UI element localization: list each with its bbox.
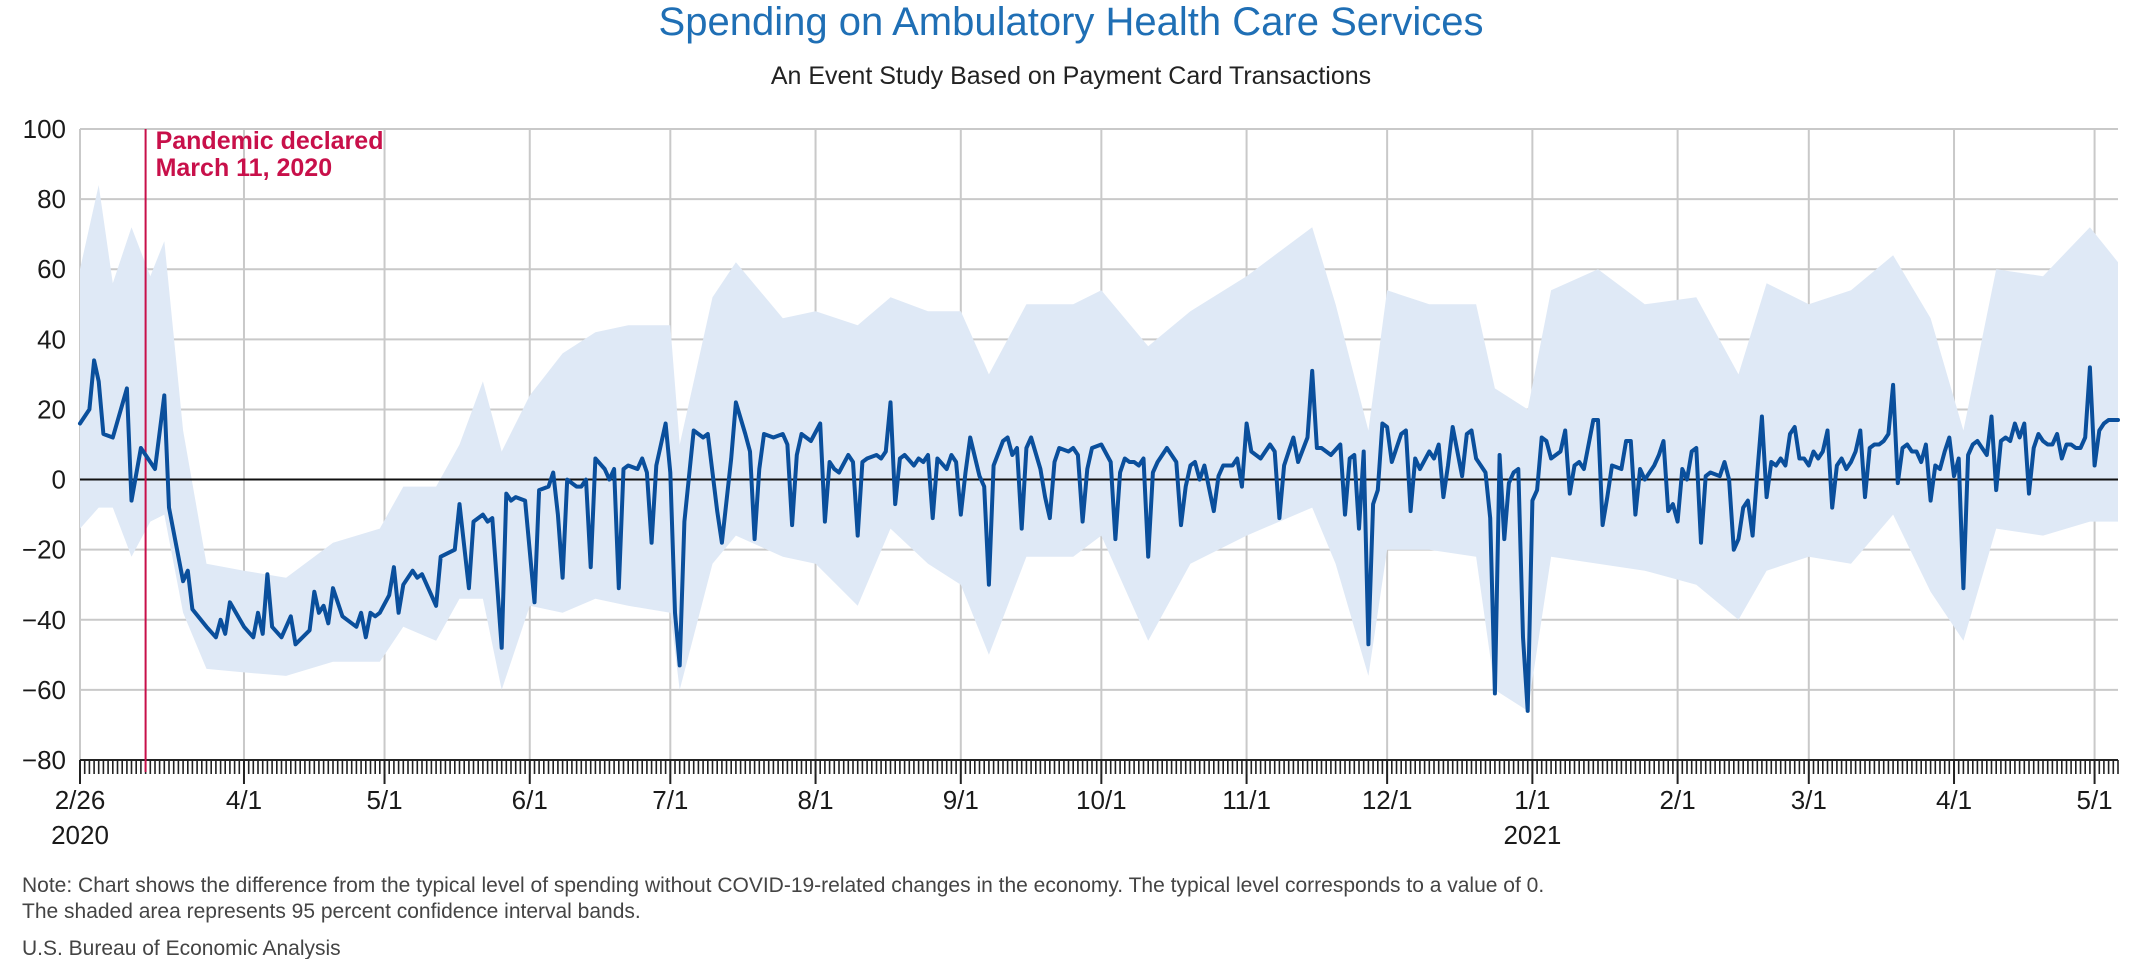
x-tick-label: 11/1 [1222,785,1271,815]
chart-subtitle: An Event Study Based on Payment Card Tra… [771,62,1371,90]
footer-note-line2: The shaded area represents 95 percent co… [22,900,641,923]
y-tick-label: 0 [52,465,66,495]
x-tick-year: 2021 [1503,820,1561,850]
x-tick-year: 2020 [51,820,109,850]
x-tick-label: 12/1 [1362,785,1413,815]
footer-source: U.S. Bureau of Economic Analysis [22,937,341,959]
x-tick-label: 5/1 [366,785,402,815]
chart-title: Spending on Ambulatory Health Care Servi… [659,0,1484,44]
y-tick-label: −60 [22,675,66,705]
x-tick-label: 2/26 [55,785,106,815]
x-tick-label: 7/1 [652,785,688,815]
y-tick-label: 20 [37,394,66,424]
footer-note-line1: Note: Chart shows the difference from th… [22,874,1544,897]
x-tick-label: 2/1 [1660,785,1696,815]
x-tick-label: 4/1 [1936,785,1972,815]
y-tick-label: −80 [22,745,66,775]
y-tick-label: 100 [23,114,66,144]
confidence-band [80,185,2118,711]
x-tick-label: 4/1 [226,785,262,815]
x-axis-minor-ticks [79,760,2119,774]
series-line [78,358,2120,713]
x-tick-label: 3/1 [1791,785,1827,815]
y-tick-label: 80 [37,184,66,214]
x-tick-label: 10/1 [1076,785,1127,815]
y-tick-label: 60 [37,254,66,284]
x-tick-label: 1/1 [1514,785,1550,815]
x-tick-label: 9/1 [943,785,979,815]
x-tick-label: 8/1 [797,785,833,815]
annotation-line2: March 11, 2020 [156,154,333,182]
y-tick-label: −40 [22,605,66,635]
y-tick-label: −20 [22,535,66,565]
y-tick-label: 40 [37,324,66,354]
x-tick-label: 5/1 [2076,785,2112,815]
x-axis: 2/26 2020 4/1 5/1 6/1 7/1 8/1 9/1 10/1 11/1 12/1 1/… [51,759,2118,850]
x-tick-label: 6/1 [512,785,548,815]
y-axis: 100 80 60 40 20 0 −20 −40 −60 −80 [22,114,66,775]
annotation-line1: Pandemic declared [156,127,384,155]
